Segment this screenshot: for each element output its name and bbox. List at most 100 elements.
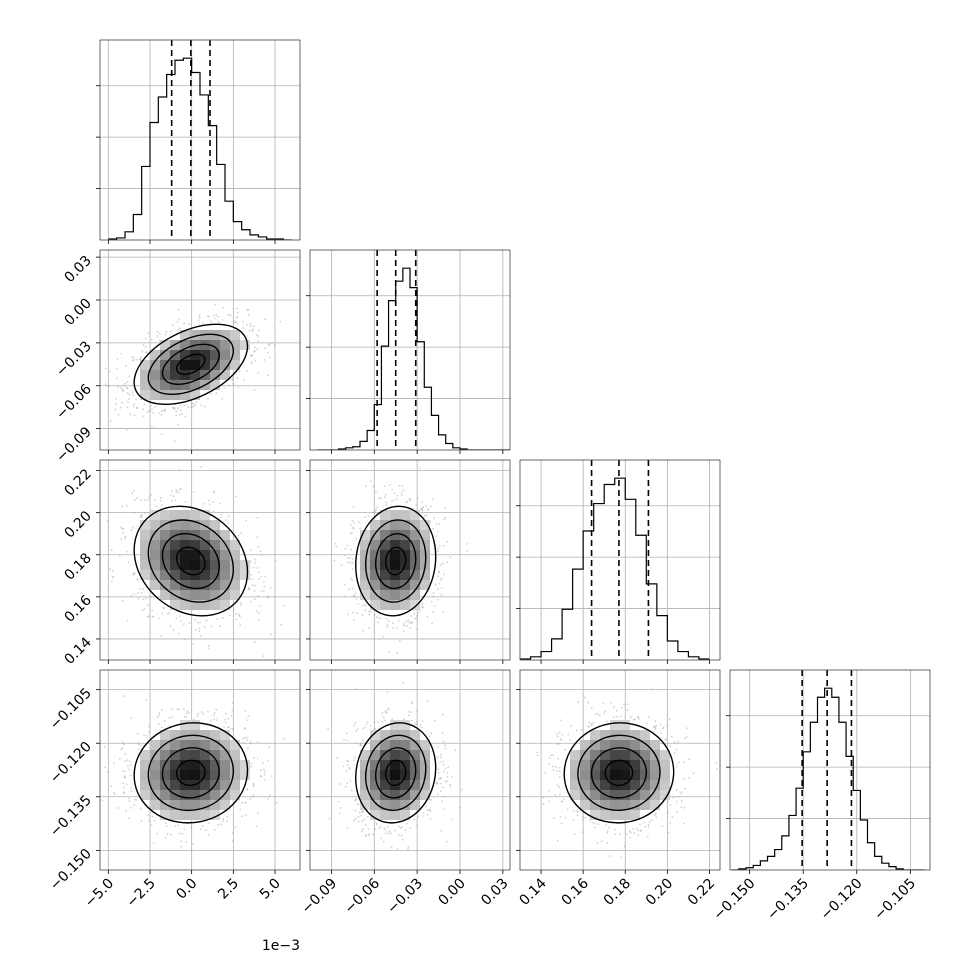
scatter-point <box>421 602 424 605</box>
scatter-point <box>649 821 651 823</box>
contour-line-1 <box>590 747 648 799</box>
scatter-point <box>451 818 454 821</box>
density-cell <box>230 350 240 360</box>
scatter-point <box>232 383 234 385</box>
density-cell <box>410 750 420 760</box>
scatter-point <box>655 816 658 819</box>
scatter-point <box>584 816 587 819</box>
scatter-point <box>654 812 657 815</box>
scatter-point <box>268 746 271 749</box>
density-cell <box>370 810 380 820</box>
scatter-point <box>186 710 189 712</box>
scatter-point <box>123 770 126 773</box>
density-cell <box>360 750 370 760</box>
density-cell <box>190 370 200 380</box>
scatter-point <box>153 427 156 429</box>
scatter-point <box>362 828 364 831</box>
scatter-point <box>446 561 448 563</box>
density-cell <box>170 390 180 400</box>
density-cell <box>150 770 160 780</box>
scatter-point <box>666 800 669 803</box>
scatter-point <box>234 826 237 829</box>
density-cell <box>420 740 430 750</box>
scatter-point <box>615 715 618 718</box>
scatter-point <box>185 712 188 715</box>
scatter-point <box>597 712 599 715</box>
scatter-point <box>364 516 366 518</box>
scatter-point <box>359 744 362 747</box>
scatter-point <box>669 821 672 824</box>
scatter-point <box>225 519 228 521</box>
scatter-point <box>163 607 165 610</box>
scatter-point <box>576 814 579 817</box>
density-cell <box>380 530 390 540</box>
scatter-point <box>151 616 154 618</box>
scatter-point <box>685 736 688 738</box>
scatter-point <box>133 572 136 574</box>
scatter-point <box>386 626 388 629</box>
scatter-point <box>231 702 234 704</box>
density-cell <box>380 510 390 520</box>
y-tick-label: 0.16 <box>61 592 94 625</box>
scatter-point <box>440 586 443 589</box>
scatter-point <box>415 824 418 827</box>
density-cell <box>370 550 380 560</box>
scatter-point <box>139 588 141 590</box>
scatter-point <box>212 501 214 503</box>
scatter-point <box>675 763 678 766</box>
scatter-point <box>361 614 364 616</box>
scatter-point <box>366 721 369 723</box>
scatter-point <box>337 801 340 803</box>
density-cell <box>400 780 410 790</box>
scatter-point <box>266 797 269 800</box>
density-cell <box>160 560 170 570</box>
scatter-point <box>639 830 642 832</box>
scatter-point <box>447 766 450 768</box>
density-cell <box>180 760 190 770</box>
x-tick-label: −0.06 <box>341 875 383 917</box>
scatter-point <box>249 798 251 800</box>
scatter-point <box>679 792 682 795</box>
scatter-point <box>440 790 442 792</box>
scatter-point <box>647 823 650 826</box>
density-cell <box>410 780 420 790</box>
contour-line-0 <box>175 759 206 787</box>
density-cell <box>150 380 160 390</box>
scatter-point <box>243 379 245 381</box>
scatter-point <box>191 406 194 408</box>
scatter-point <box>435 535 438 538</box>
scatter-point <box>387 832 390 835</box>
density-cell <box>400 520 410 530</box>
scatter-point <box>384 719 386 722</box>
density-cell <box>170 520 180 530</box>
scatter-point <box>123 384 126 387</box>
density-cell <box>380 520 390 530</box>
density-cell <box>390 540 400 550</box>
scatter-point <box>239 370 241 373</box>
scatter-point <box>437 772 440 774</box>
density-cell <box>410 520 420 530</box>
density-cell <box>150 760 160 770</box>
scatter-point <box>249 330 251 332</box>
density-cell <box>160 510 170 520</box>
scatter-point <box>401 826 404 829</box>
scatter-point <box>125 810 127 812</box>
scatter-point <box>134 798 137 801</box>
scatter-point <box>164 837 167 839</box>
scatter-point <box>200 466 203 468</box>
density-cell <box>580 750 590 760</box>
density-cell <box>390 510 400 520</box>
density-cell <box>190 520 200 530</box>
contour-line-0 <box>604 759 634 787</box>
scatter-point <box>215 392 218 395</box>
scatter-point <box>352 526 354 529</box>
scatter-point <box>208 503 211 506</box>
scatter-point <box>443 573 445 576</box>
scatter-point <box>250 362 253 365</box>
scatter-point <box>432 595 435 598</box>
scatter-point <box>124 382 127 385</box>
scatter-point <box>126 387 129 389</box>
scatter-point <box>194 404 196 407</box>
scatter-point <box>200 404 203 406</box>
scatter-point <box>436 588 439 590</box>
